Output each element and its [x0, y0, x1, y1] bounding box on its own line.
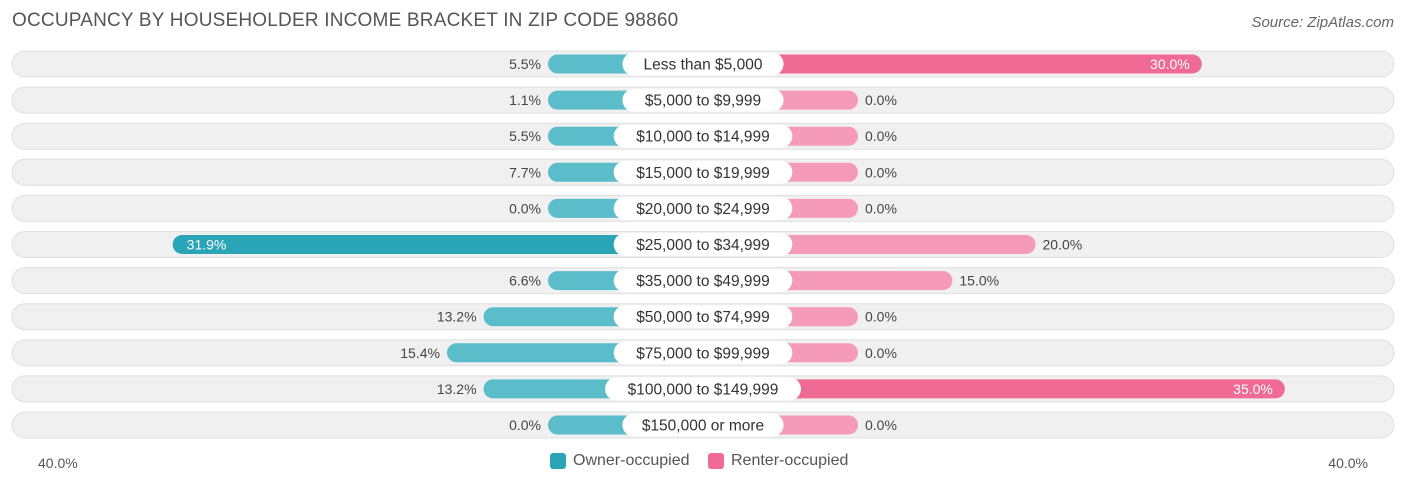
renter-value-label: 35.0% — [1233, 381, 1273, 397]
category-pill — [613, 341, 793, 365]
owner-value-label: 0.0% — [509, 200, 541, 216]
renter-value-label: 0.0% — [865, 200, 897, 216]
renter-value-label: 0.0% — [865, 92, 897, 108]
category-label: $100,000 to $149,999 — [628, 381, 779, 398]
renter-value-label: 0.0% — [865, 128, 897, 144]
renter-value-label: 0.0% — [865, 164, 897, 180]
owner-value-label: 13.2% — [437, 309, 477, 325]
owner-value-label: 0.0% — [509, 417, 541, 433]
legend-label-owner: Owner-occupied — [573, 452, 690, 469]
owner-value-label: 5.5% — [509, 128, 541, 144]
renter-value-label: 15.0% — [959, 273, 999, 289]
axis-left-label: 40.0% — [38, 455, 78, 471]
category-pill — [613, 196, 793, 220]
owner-value-label: 5.5% — [509, 56, 541, 72]
legend-swatch-renter — [708, 453, 724, 469]
category-pill — [613, 269, 793, 293]
axis-right-label: 40.0% — [1328, 455, 1368, 471]
legend-item-owner[interactable]: Owner-occupied — [550, 452, 690, 470]
category-pill — [622, 88, 784, 112]
category-label: Less than $5,000 — [644, 57, 763, 74]
category-pill — [613, 233, 793, 256]
category-pill — [622, 52, 784, 76]
renter-bar — [703, 379, 1285, 399]
legend-swatch-owner — [550, 453, 566, 469]
chart-title: OCCUPANCY BY HOUSEHOLDER INCOME BRACKET … — [12, 10, 679, 31]
category-label: $75,000 to $99,999 — [636, 345, 770, 362]
renter-value-label: 20.0% — [1043, 237, 1083, 253]
legend-label-renter: Renter-occupied — [731, 452, 849, 469]
owner-value-label: 13.2% — [437, 381, 477, 397]
category-label: $150,000 or more — [642, 418, 764, 435]
source-label: Source: ZipAtlas.com — [1251, 14, 1394, 31]
owner-value-label: 7.7% — [509, 164, 541, 180]
renter-value-label: 0.0% — [865, 309, 897, 325]
owner-value-label: 1.1% — [509, 92, 541, 108]
owner-value-label: 6.6% — [509, 273, 541, 289]
category-label: $35,000 to $49,999 — [636, 273, 770, 290]
renter-bar — [703, 54, 1202, 74]
owner-value-label: 15.4% — [400, 345, 440, 361]
owner-value-label: 31.9% — [187, 237, 227, 253]
category-pill — [613, 160, 793, 184]
category-label: $15,000 to $19,999 — [636, 165, 770, 182]
category-pill — [605, 377, 801, 401]
legend-item-renter[interactable]: Renter-occupied — [708, 452, 848, 470]
renter-value-label: 0.0% — [865, 417, 897, 433]
legend: Owner-occupied Renter-occupied — [0, 452, 1406, 474]
category-label: $5,000 to $9,999 — [645, 93, 761, 110]
category-label: $10,000 to $14,999 — [636, 129, 770, 146]
owner-bar — [172, 235, 704, 254]
chart-svg: Less than $5,000 5.5% 30.0% $5,000 to $9,99… — [11, 50, 1395, 439]
category-label: $20,000 to $24,999 — [636, 201, 770, 218]
category-pill — [613, 124, 793, 148]
category-label: $25,000 to $34,999 — [636, 237, 770, 254]
category-pill — [613, 305, 793, 329]
renter-value-label: 30.0% — [1150, 56, 1190, 72]
renter-value-label: 0.0% — [865, 345, 897, 361]
category-label: $50,000 to $74,999 — [636, 309, 770, 326]
category-pill — [622, 413, 784, 437]
